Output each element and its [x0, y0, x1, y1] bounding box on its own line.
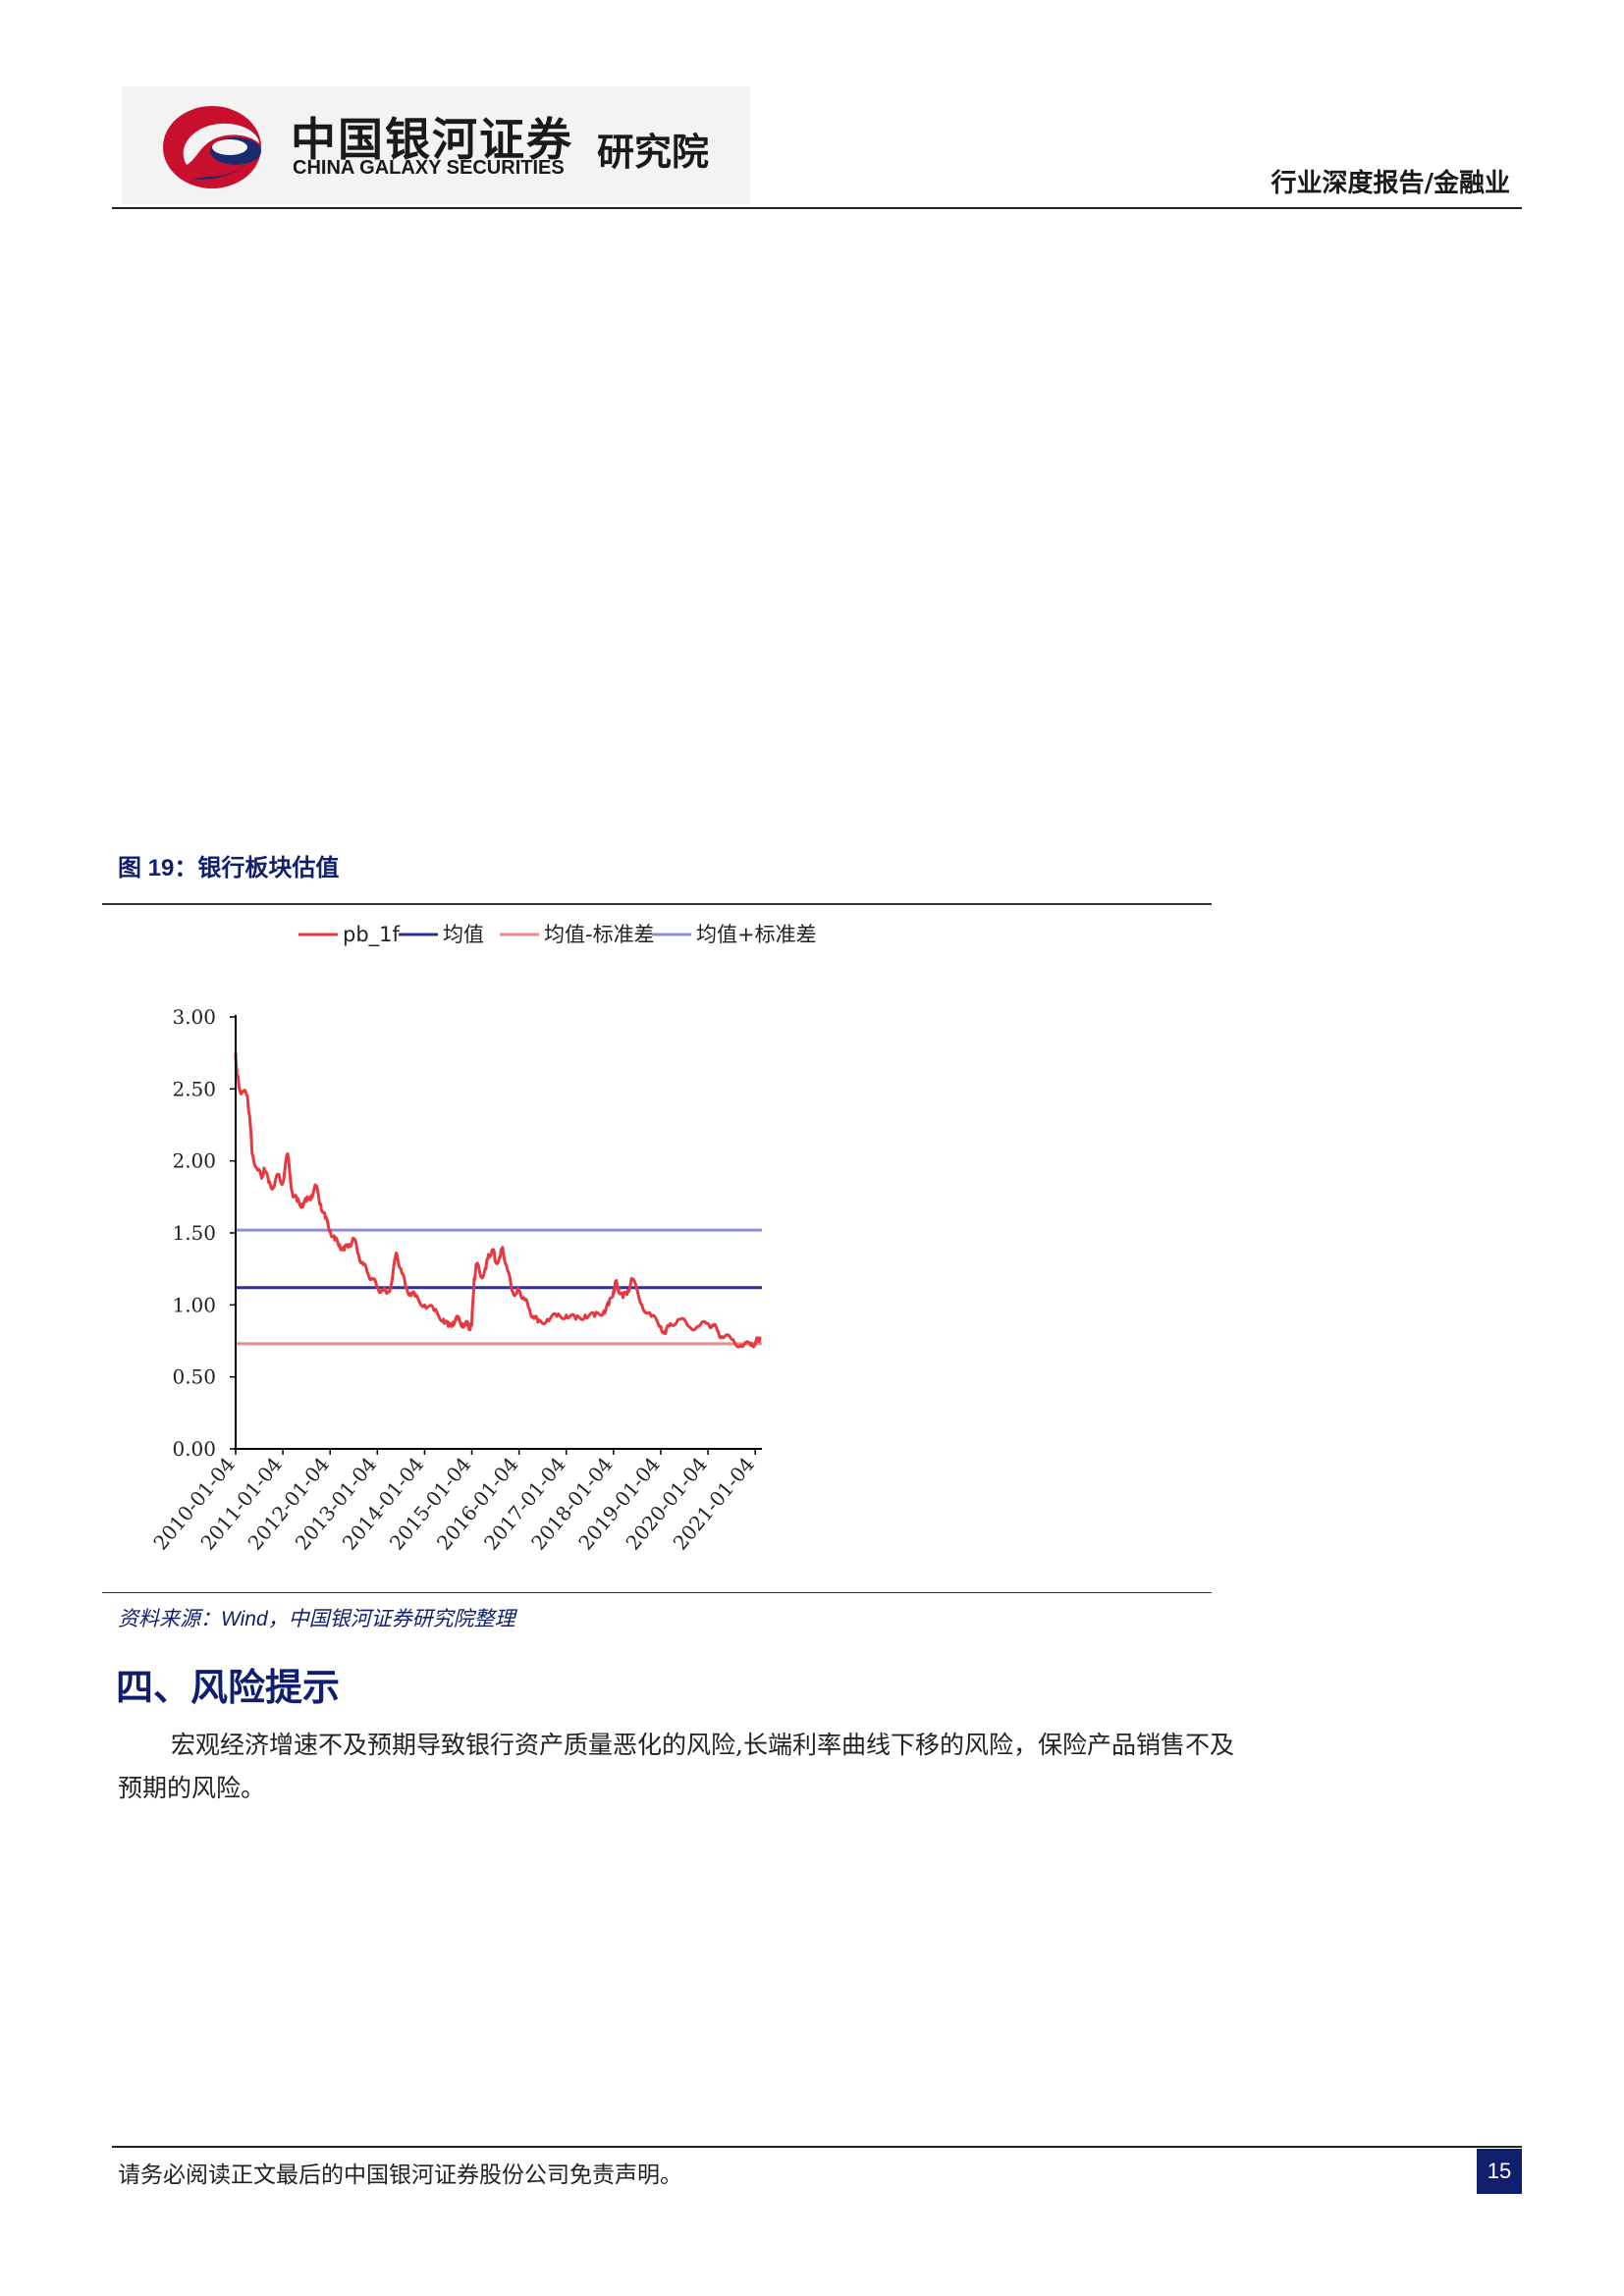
logo-english-name: CHINA GALAXY SECURITIES — [293, 157, 565, 179]
figure-title: 图 19：银行板块估值 — [118, 855, 340, 881]
figure-source: 资料来源：Wind，中国银河证券研究院整理 — [118, 1608, 515, 1630]
y-tick-label: 1.50 — [172, 1221, 216, 1245]
legend-label: 均值-标准差 — [544, 923, 655, 946]
page-number: 15 — [1477, 2149, 1522, 2194]
y-axis-ticks: 0.00 0.50 1.00 1.50 2.00 2.50 3.00 — [172, 1005, 236, 1461]
y-tick-label: 2.50 — [172, 1077, 216, 1100]
series-lines — [234, 1052, 762, 1349]
header-divider — [112, 207, 1522, 209]
bank-valuation-chart: pb_1f 均值 均值-标准差 均值+标准差 0.00 0.50 1.00 1.50 2.00… — [148, 923, 817, 1555]
y-tick-label: 0.00 — [172, 1437, 216, 1461]
legend-label: 均值 — [443, 923, 484, 946]
series-line-pb_1f — [234, 1052, 762, 1349]
legend-label: pb_1f — [343, 923, 401, 947]
reference-lines — [236, 1228, 762, 1346]
footer-divider — [112, 2146, 1522, 2148]
x-axis-ticks: 2010-01-042011-01-042012-01-042013-01-04… — [148, 1449, 759, 1555]
galaxy-logo-icon — [163, 106, 261, 188]
legend-label: 均值+标准差 — [696, 923, 817, 946]
section-heading: 四、风险提示 — [116, 1665, 341, 1709]
report-type: 行业深度报告/金融业 — [1271, 169, 1511, 198]
y-tick-label: 3.00 — [172, 1005, 216, 1029]
logo-institute: 研究院 — [597, 131, 710, 174]
y-tick-label: 1.00 — [172, 1293, 216, 1316]
risk-paragraph: 宏观经济增速不及预期导致银行资产质量恶化的风险,长端利率曲线下移的风险，保险产品… — [118, 1731, 1234, 1802]
y-tick-label: 2.00 — [172, 1149, 216, 1173]
logo-company-name: 中国银河证券 — [291, 113, 573, 166]
figure-top-rule — [102, 903, 1212, 905]
y-tick-label: 0.50 — [172, 1365, 216, 1389]
chart-legend: pb_1f 均值 均值-标准差 均值+标准差 — [298, 923, 817, 947]
footer-disclaimer: 请务必阅读正文最后的中国银河证券股份公司免责声明。 — [118, 2163, 682, 2188]
figure-bottom-rule — [102, 1592, 1212, 1593]
